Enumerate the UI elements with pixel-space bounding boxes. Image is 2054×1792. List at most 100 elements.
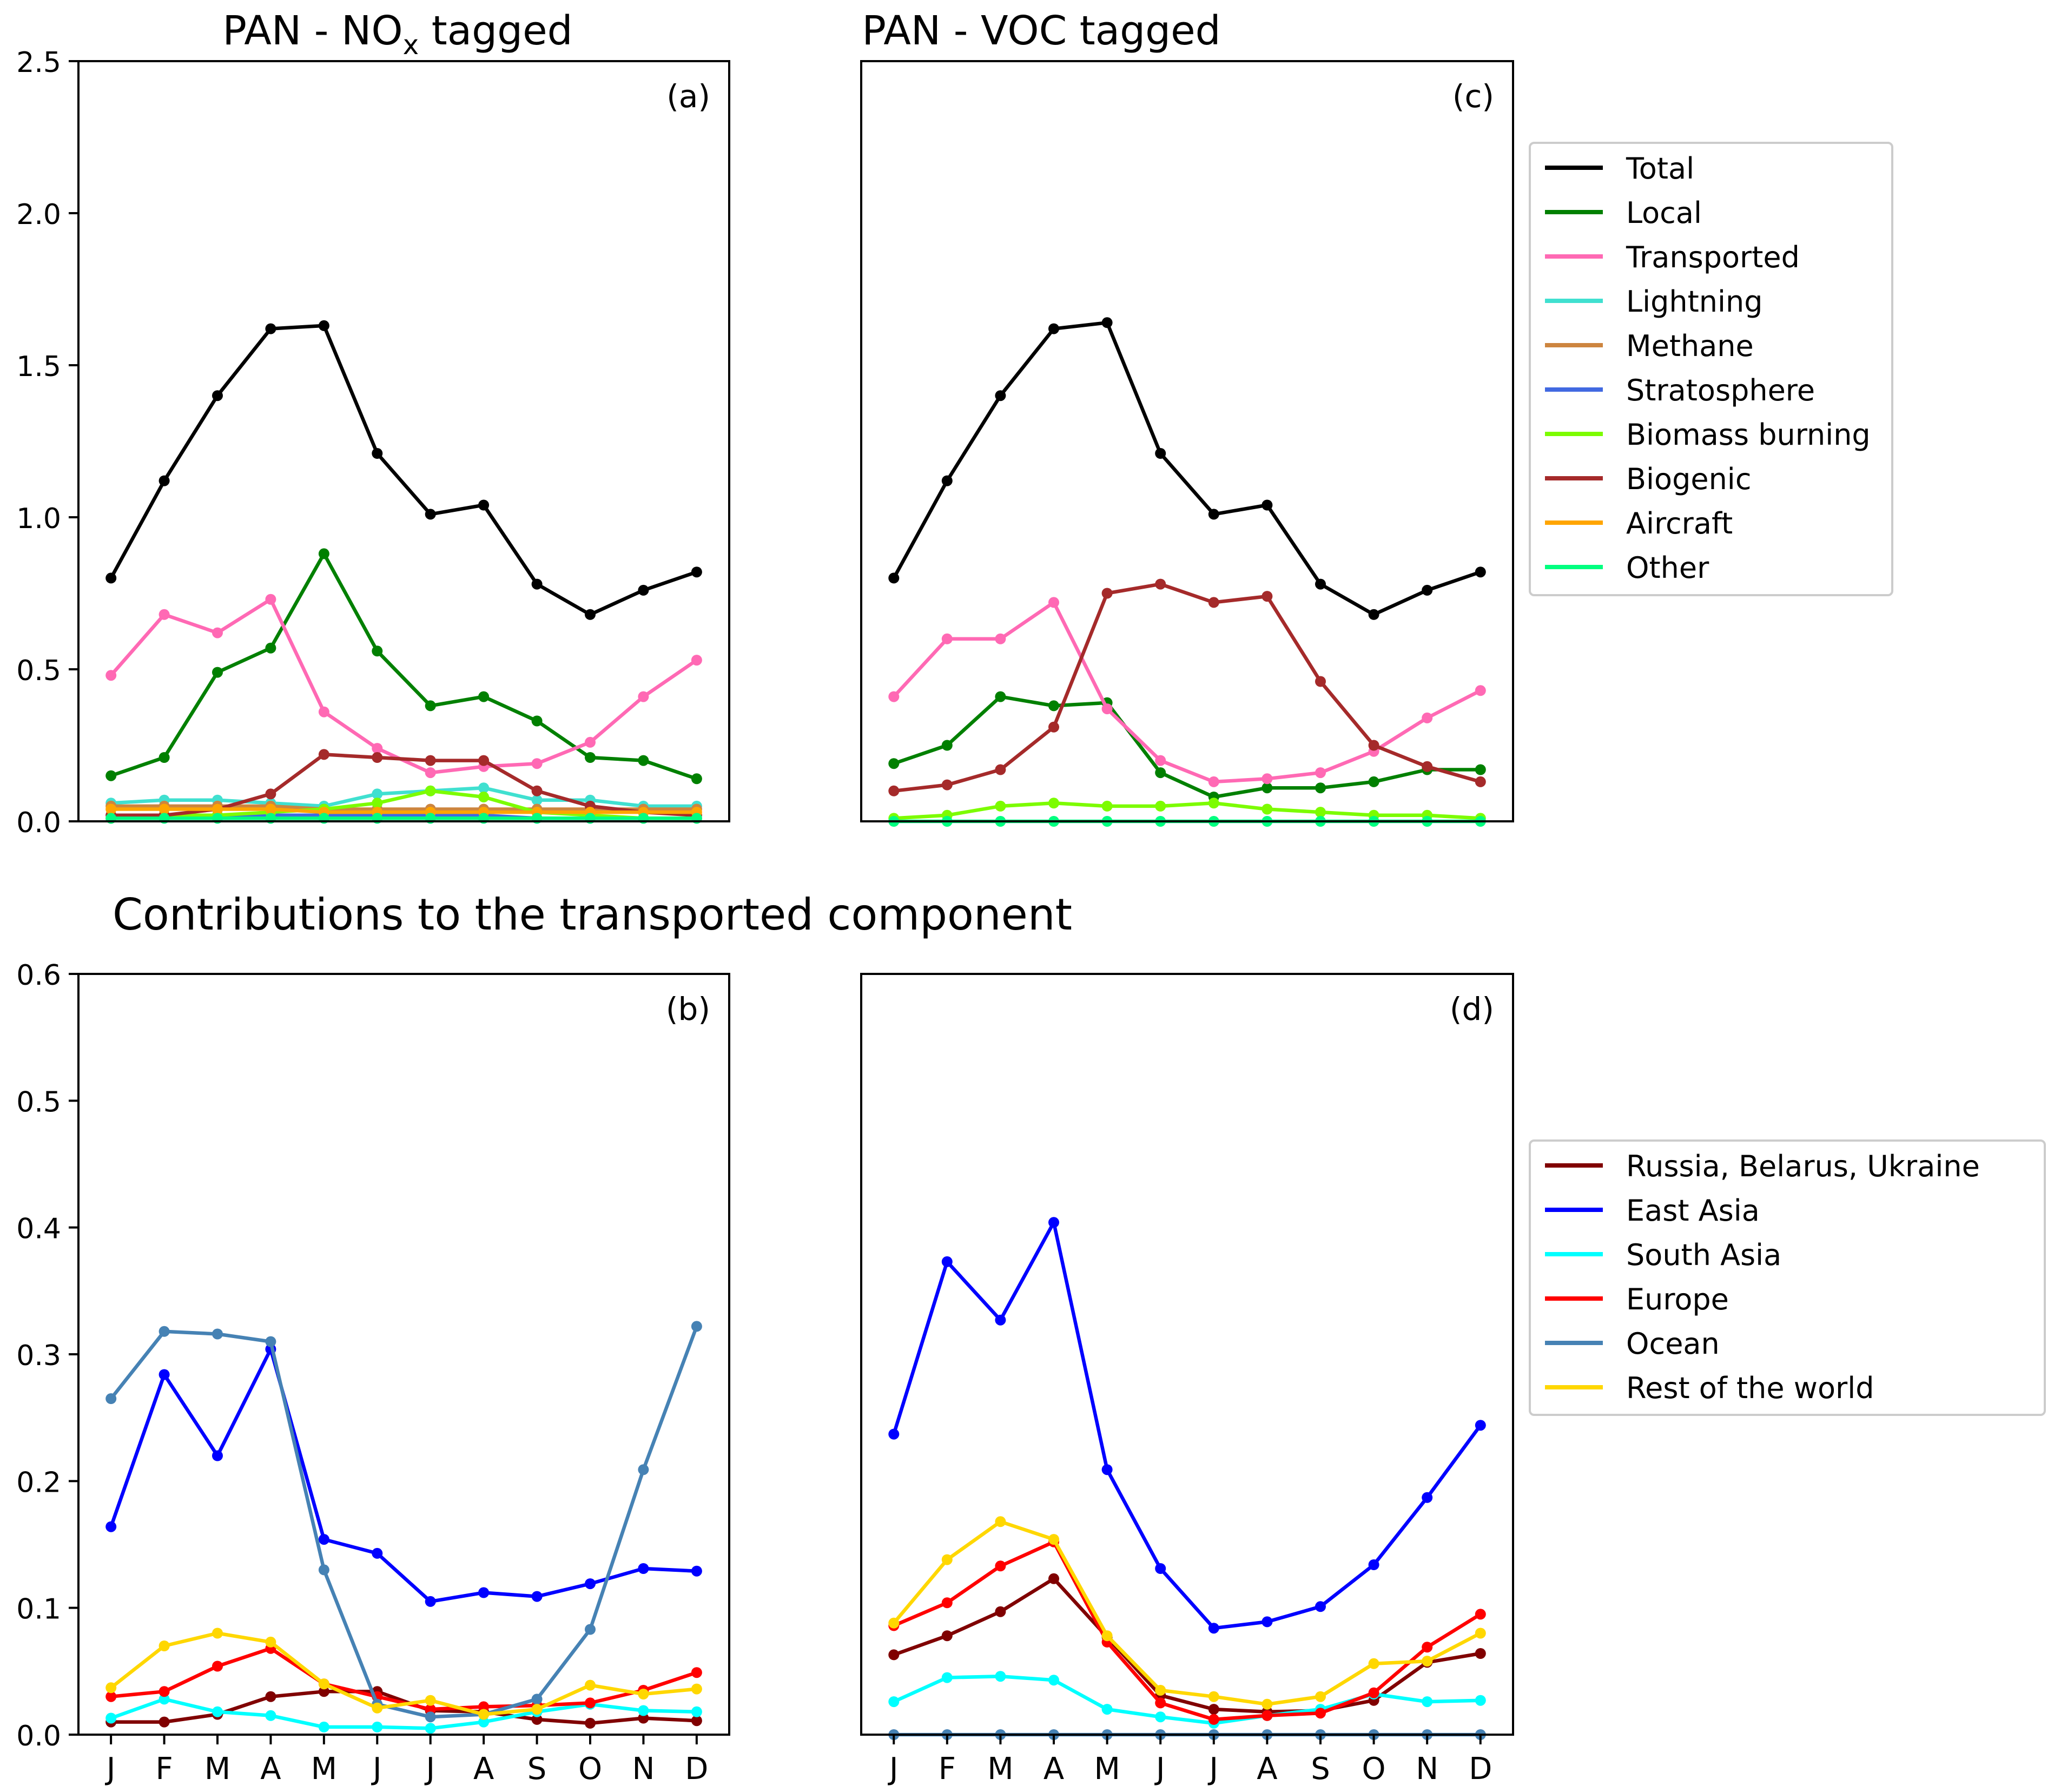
data-point — [1208, 1714, 1219, 1725]
x-tick-label: D — [1469, 1751, 1492, 1787]
x-tick-label: F — [155, 1751, 173, 1787]
data-point — [1475, 1420, 1486, 1431]
data-point — [531, 758, 543, 769]
data-point — [478, 782, 490, 794]
data-point — [372, 788, 383, 800]
data-point — [1048, 323, 1059, 334]
chart-panels: PAN - NOx tagged(a)0.00.51.01.52.02.5PAN… — [16, 8, 1514, 1787]
data-point — [105, 1682, 117, 1694]
x-tick-label: O — [578, 1751, 602, 1787]
data-point — [265, 788, 276, 800]
legend-entry: Russia, Belarus, Ukraine — [1545, 1149, 1980, 1183]
legend-entry: Rest of the world — [1545, 1371, 1874, 1405]
data-point — [941, 475, 953, 486]
series-line — [111, 1690, 697, 1725]
data-point — [1155, 578, 1166, 590]
data-point — [158, 1369, 170, 1380]
series-line — [892, 1221, 1482, 1630]
data-point — [995, 764, 1006, 775]
data-point — [1262, 782, 1273, 794]
series-line — [110, 1697, 697, 1730]
data-point — [425, 700, 436, 711]
data-point — [1422, 1656, 1433, 1667]
data-point — [265, 594, 276, 605]
data-point — [425, 509, 436, 520]
data-point — [1262, 803, 1273, 815]
series-line — [894, 801, 1481, 820]
data-point — [585, 1624, 596, 1635]
data-point — [212, 1628, 223, 1639]
series-south-asia — [105, 1694, 702, 1734]
series-line — [893, 1674, 1481, 1725]
data-point — [531, 794, 543, 806]
data-point — [372, 752, 383, 763]
data-point — [638, 584, 649, 596]
data-point — [1368, 740, 1379, 751]
legend-entry: Methane — [1545, 329, 1754, 363]
data-point — [1155, 1697, 1166, 1709]
data-point — [478, 1701, 490, 1712]
data-point — [1155, 1711, 1166, 1723]
legend-label: Biogenic — [1626, 462, 1752, 496]
series-biogenic — [888, 578, 1486, 796]
legend-entry: Stratosphere — [1545, 373, 1815, 407]
data-point — [478, 1587, 490, 1598]
data-point — [531, 1591, 543, 1602]
series-total — [888, 317, 1486, 620]
data-point — [1475, 1648, 1486, 1659]
data-point — [638, 691, 649, 702]
data-point — [425, 1596, 436, 1607]
data-point — [318, 1678, 329, 1690]
x-tick-label: N — [1416, 1751, 1438, 1787]
x-tick-label: J — [424, 1751, 435, 1787]
data-point — [995, 1606, 1006, 1617]
panel-label: (a) — [666, 78, 710, 115]
data-point — [158, 1641, 170, 1651]
x-tick-label: J — [1154, 1751, 1165, 1787]
data-point — [888, 1617, 900, 1629]
data-point — [265, 642, 276, 654]
data-point — [265, 803, 276, 815]
x-tick-label: A — [1257, 1751, 1277, 1787]
x-tick-label: J — [371, 1751, 382, 1787]
data-point — [478, 1716, 490, 1728]
data-point — [888, 785, 900, 796]
data-point — [212, 667, 223, 678]
data-point — [1101, 1630, 1113, 1642]
data-point — [212, 803, 223, 815]
data-point — [318, 706, 329, 717]
data-point — [531, 1694, 543, 1705]
data-point — [1262, 773, 1273, 785]
data-point — [1475, 1695, 1486, 1706]
series-rest-of-the-world — [888, 1516, 1486, 1710]
data-point — [1315, 782, 1326, 794]
data-point — [638, 1705, 649, 1716]
series-rest-of-the-world — [105, 1628, 702, 1720]
data-point — [1101, 703, 1113, 715]
data-point — [318, 1564, 329, 1576]
data-point — [691, 655, 702, 666]
x-tick-label: S — [527, 1751, 547, 1787]
legend-label: Stratosphere — [1626, 373, 1815, 407]
data-point — [265, 323, 276, 334]
data-point — [1475, 776, 1486, 787]
data-point — [1475, 764, 1486, 775]
data-point — [212, 1661, 223, 1672]
data-point — [638, 1712, 649, 1724]
data-point — [1048, 1573, 1059, 1584]
data-point — [372, 1721, 383, 1732]
legend-label: Russia, Belarus, Ukraine — [1626, 1149, 1980, 1183]
series-line — [893, 695, 1481, 799]
data-point — [995, 800, 1006, 812]
legend-label: South Asia — [1626, 1238, 1781, 1272]
data-point — [425, 1723, 436, 1734]
legend-label: Methane — [1626, 329, 1754, 363]
data-point — [318, 320, 329, 331]
data-point — [888, 572, 900, 584]
data-point — [105, 572, 117, 584]
data-point — [1101, 588, 1113, 599]
data-point — [1315, 1708, 1326, 1719]
panel-label: (c) — [1452, 78, 1494, 115]
legend-box — [1529, 142, 1893, 596]
y-tick-label: 2.5 — [16, 47, 61, 79]
